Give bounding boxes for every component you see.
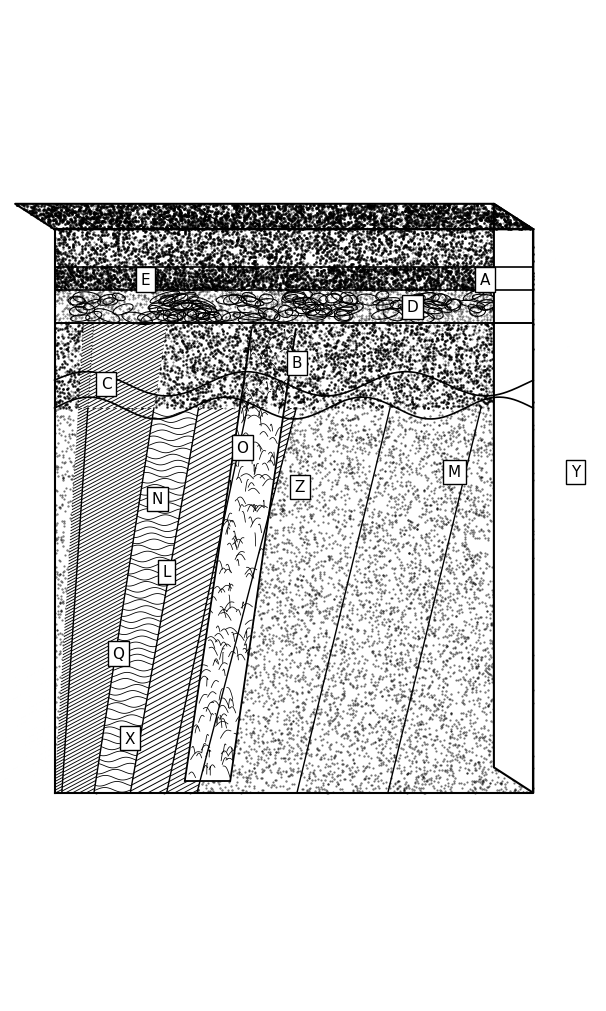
Text: X: X (125, 731, 136, 746)
Text: Q: Q (112, 646, 124, 661)
Text: C: C (101, 377, 112, 392)
Polygon shape (55, 408, 533, 793)
Text: M: M (448, 465, 461, 479)
Polygon shape (167, 408, 296, 793)
Polygon shape (185, 330, 296, 780)
Polygon shape (94, 408, 199, 793)
Text: B: B (291, 356, 302, 371)
Text: E: E (141, 273, 150, 288)
Polygon shape (55, 231, 533, 793)
Polygon shape (79, 324, 93, 408)
Polygon shape (15, 204, 533, 231)
Text: A: A (479, 273, 490, 288)
Polygon shape (130, 408, 247, 793)
Polygon shape (494, 204, 533, 793)
Text: Y: Y (571, 465, 581, 479)
Polygon shape (88, 324, 167, 408)
Text: O: O (236, 441, 248, 456)
Polygon shape (62, 408, 154, 793)
Text: L: L (162, 564, 171, 579)
Polygon shape (55, 290, 533, 324)
Polygon shape (55, 268, 533, 290)
Polygon shape (55, 324, 533, 408)
Polygon shape (55, 408, 88, 793)
Polygon shape (55, 231, 533, 268)
Text: N: N (152, 492, 163, 507)
Text: D: D (406, 300, 418, 315)
Text: Z: Z (295, 480, 305, 494)
